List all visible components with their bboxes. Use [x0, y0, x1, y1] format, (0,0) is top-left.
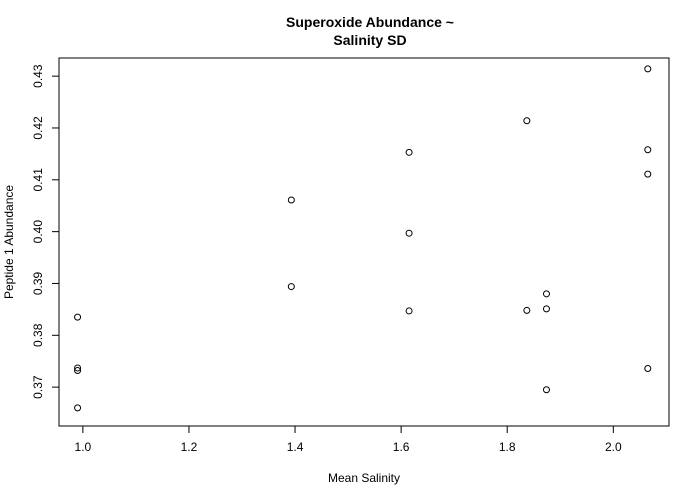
data-point: [644, 65, 652, 73]
x-tick-label: 1.6: [393, 440, 410, 454]
data-point: [542, 386, 550, 394]
y-tick-label: 0.42: [31, 116, 45, 140]
data-point: [644, 364, 652, 372]
data-point: [287, 283, 295, 291]
chart-title-line-1: Superoxide Abundance ~: [286, 14, 454, 30]
y-axis: 0.37 0.38 0.39 0.40 0.41 0.42 0.43: [31, 64, 60, 399]
chart-title-line-2: Salinity SD: [333, 32, 406, 48]
data-point: [644, 146, 652, 154]
data-point: [405, 229, 413, 237]
data-point: [74, 367, 82, 375]
data-points: [74, 65, 652, 412]
x-axis: 1.0 1.2 1.4 1.6 1.8 2.0: [75, 425, 622, 454]
y-tick-label: 0.43: [31, 64, 45, 88]
x-tick-label: 2.0: [605, 440, 622, 454]
y-tick-label: 0.39: [31, 271, 45, 295]
data-point: [74, 404, 82, 412]
data-point: [644, 170, 652, 178]
data-point: [523, 117, 531, 125]
x-tick-label: 1.0: [75, 440, 92, 454]
data-point: [74, 364, 82, 372]
x-tick-label: 1.2: [181, 440, 198, 454]
y-tick-label: 0.38: [31, 323, 45, 347]
data-point: [542, 305, 550, 313]
y-axis-label: Peptide 1 Abundance: [2, 185, 16, 299]
x-tick-label: 1.8: [499, 440, 516, 454]
data-point: [523, 306, 531, 314]
data-point: [542, 290, 550, 298]
plot-area-frame: [58, 57, 670, 427]
y-tick-label: 0.41: [31, 168, 45, 192]
data-point: [405, 307, 413, 315]
data-point: [74, 313, 82, 321]
y-tick-label: 0.37: [31, 375, 45, 399]
x-tick-label: 1.4: [287, 440, 304, 454]
y-tick-label: 0.40: [31, 220, 45, 244]
data-point: [405, 148, 413, 156]
x-axis-label: Mean Salinity: [328, 471, 400, 485]
data-point: [287, 196, 295, 204]
